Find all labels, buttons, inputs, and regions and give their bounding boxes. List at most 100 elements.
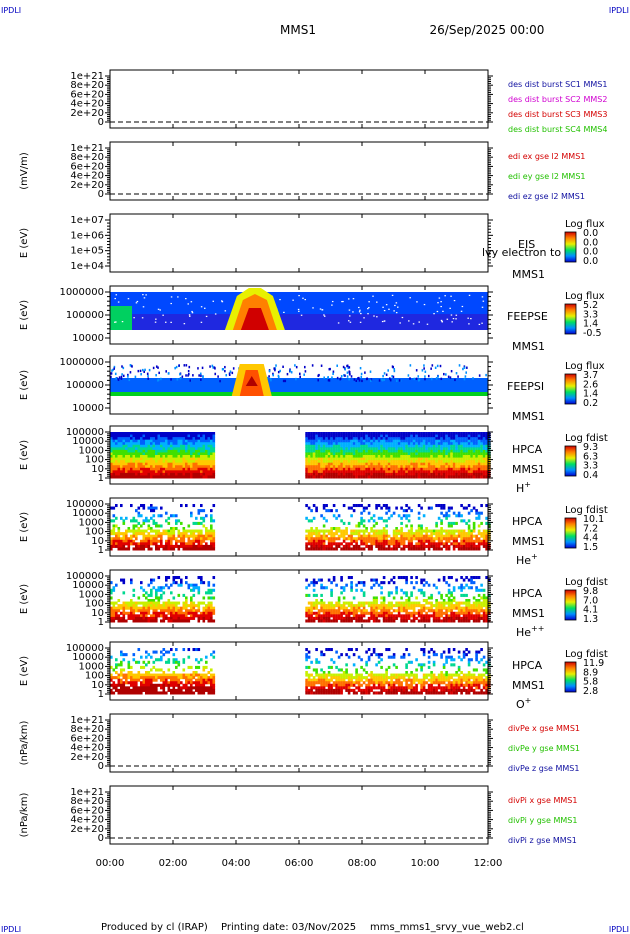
spectrogram-cell <box>210 539 213 543</box>
spectrogram-cell <box>465 462 468 466</box>
spectrogram-cell <box>332 609 336 613</box>
spectrogram-cell <box>315 539 318 543</box>
spectrogram-cell <box>205 439 208 443</box>
spectrogram-cell <box>445 472 448 476</box>
spectrogram-cell <box>330 455 333 459</box>
spectrogram-cell <box>340 465 343 469</box>
spectrogram-cell <box>470 539 473 543</box>
spectrogram-cell <box>410 576 413 580</box>
spectrogram-cell <box>407 601 411 605</box>
spectrogram-cell <box>442 544 446 548</box>
spectrogram-cell <box>317 578 321 582</box>
spectrogram-cell <box>142 470 146 474</box>
spectrogram-cell <box>442 529 446 533</box>
spectrogram-cell <box>320 614 323 618</box>
spectrogram-cell <box>155 460 158 464</box>
spectrogram-cell <box>460 434 463 438</box>
spectrogram-cell <box>380 534 383 538</box>
spectrogram-cell <box>140 437 143 441</box>
spectrogram-cell <box>335 614 338 618</box>
spectrogram-cell <box>330 432 333 436</box>
spectrogram-cell <box>335 509 338 513</box>
spectrogram-cell <box>342 534 346 538</box>
spectrogram-cell <box>327 472 331 476</box>
spectrogram-cell <box>430 542 433 546</box>
spectrogram-cell <box>350 619 353 623</box>
spectrogram-cell <box>132 609 136 613</box>
spectrogram-cell <box>440 467 443 471</box>
spectrogram-cell <box>197 472 201 476</box>
spectrogram-cell <box>332 452 336 456</box>
spectrogram-cell <box>155 506 158 510</box>
spectrogram-cell <box>425 475 428 479</box>
spectrogram-cell <box>150 504 153 508</box>
spectrogram-cell <box>439 364 442 368</box>
spectrogram-cell <box>400 449 403 453</box>
spectrogram-cell <box>445 511 448 515</box>
spectrogram-cell <box>405 470 408 474</box>
spectrogram-cell <box>440 457 443 461</box>
spectrogram-burst <box>240 308 269 330</box>
spectrogram-cell <box>452 537 456 541</box>
spectrogram-cell <box>135 542 138 546</box>
spectrogram-cell <box>365 527 368 531</box>
spectrogram-cell <box>192 611 196 615</box>
spectrogram-cell <box>115 583 118 587</box>
spectrogram-cell <box>112 439 116 443</box>
spectrogram-cell <box>335 475 338 479</box>
spectrogram-cell <box>317 449 321 453</box>
spectrogram-cell <box>189 379 192 382</box>
spectrogram-cell <box>142 521 146 525</box>
spectrogram-cell <box>350 514 353 518</box>
spectrogram-cell <box>137 462 141 466</box>
spectrogram-cell <box>472 437 476 441</box>
spectrogram-cell <box>200 457 203 461</box>
spectrogram-cell <box>125 547 128 551</box>
spectrogram-cell <box>427 432 431 436</box>
spectrogram-cell <box>200 581 203 585</box>
spectrogram-cell <box>200 544 203 548</box>
spectrogram-cell <box>172 534 176 538</box>
spectrogram-cell <box>450 537 453 541</box>
spectrogram-cell <box>190 301 193 303</box>
spectrogram-cell <box>182 532 186 536</box>
spectrogram-cell <box>185 475 188 479</box>
spectrogram-cell <box>117 301 120 303</box>
spectrogram-cell <box>330 439 333 443</box>
spectrogram-cell <box>312 606 316 610</box>
spectrogram-cell <box>377 452 381 456</box>
spectrogram-cell <box>451 321 453 323</box>
spectrogram-cell <box>197 470 201 474</box>
spectrogram-cell <box>472 457 476 461</box>
spectrogram-cell <box>195 586 198 590</box>
spectrogram-cell <box>165 511 168 515</box>
spectrogram-cell <box>200 467 203 471</box>
spectrogram-cell <box>400 467 403 471</box>
spectrogram-cell <box>205 529 208 533</box>
spectrogram-cell <box>150 527 153 531</box>
spectrogram-cell <box>360 439 363 443</box>
spectrogram-cell <box>140 444 143 448</box>
spectrogram-cell <box>380 437 383 441</box>
spectrogram-cell <box>362 462 366 466</box>
spectrogram-cell <box>482 544 486 548</box>
spectrogram-cell <box>487 470 491 474</box>
spectrogram-cell <box>147 437 151 441</box>
spectrogram-cell <box>440 437 443 441</box>
spectrogram-cell <box>467 539 471 543</box>
spectrogram-cell <box>312 452 316 456</box>
spectrogram-cell <box>180 616 183 620</box>
spectrogram-cell <box>157 444 161 448</box>
spectrogram-cell <box>317 609 321 613</box>
spectrogram-cell <box>472 467 476 471</box>
spectrogram-cell <box>342 439 346 443</box>
spectrogram-cell <box>177 475 181 479</box>
spectrogram-cell <box>175 519 178 523</box>
spectrogram-cell <box>155 524 158 528</box>
spectrogram-cell <box>150 581 153 585</box>
spectrogram-cell <box>200 542 203 546</box>
spectrogram-cell <box>355 606 358 610</box>
spectrogram-cell <box>152 437 156 441</box>
spectrogram-cell <box>382 447 386 451</box>
spectrogram-cell <box>460 432 463 436</box>
